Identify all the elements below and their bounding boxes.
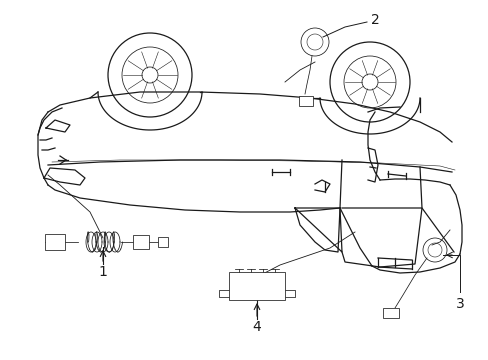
Bar bbox=[133, 235, 149, 249]
Text: 3: 3 bbox=[455, 297, 464, 311]
Bar bbox=[158, 237, 168, 247]
Text: 4: 4 bbox=[252, 320, 261, 334]
Text: 1: 1 bbox=[99, 265, 107, 279]
Bar bbox=[228, 272, 285, 300]
Bar bbox=[298, 96, 312, 106]
Bar bbox=[382, 308, 398, 318]
Text: 2: 2 bbox=[370, 13, 379, 27]
Bar bbox=[45, 234, 65, 250]
